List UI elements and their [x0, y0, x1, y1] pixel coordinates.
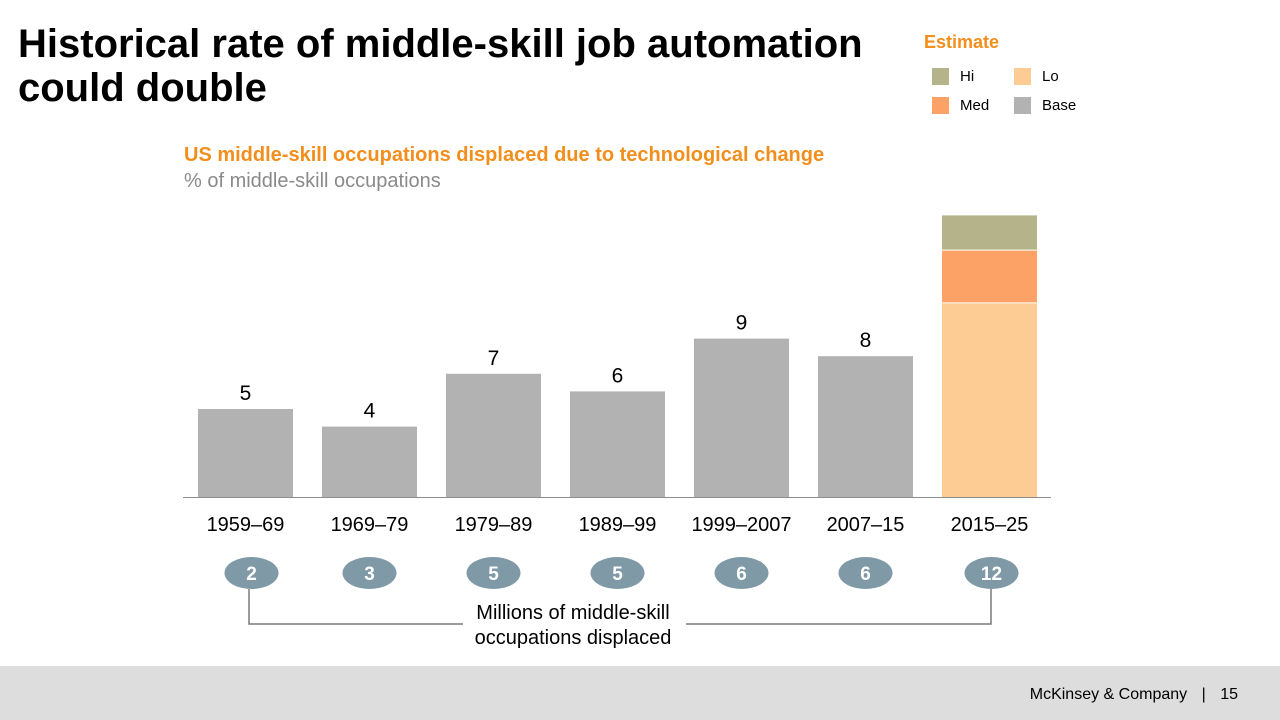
footer-company: McKinsey & Company — [1029, 686, 1188, 703]
displaced-value: 6 — [736, 564, 747, 585]
footer: McKinsey & Company | 15 — [0, 666, 1280, 720]
category-label: 1969–79 — [331, 514, 409, 536]
displaced-badge — [342, 557, 397, 589]
legend-swatch-med — [932, 97, 949, 114]
value-label: 9 — [736, 312, 748, 335]
chart-subtitle: % of middle-skill occupations — [184, 170, 441, 192]
footer-text: McKinsey & Company | 15 — [1030, 686, 1238, 704]
legend-swatch-lo — [1014, 68, 1031, 85]
value-label: 8 — [860, 329, 872, 352]
displaced-badge — [590, 557, 645, 589]
category-label: 2015–25 — [951, 514, 1029, 536]
displaced-badge — [224, 557, 279, 589]
category-label: 1989–99 — [579, 514, 657, 536]
bar-1959–69 — [198, 409, 293, 497]
displaced-label-line-1: Millions of middle-skill — [476, 602, 669, 624]
bar-2007–15 — [818, 356, 913, 497]
value-label: 4 — [364, 400, 376, 423]
legend-swatch-base — [1014, 97, 1031, 114]
bar-segment-med — [942, 250, 1037, 303]
category-label: 1959–69 — [207, 514, 285, 536]
displaced-badge — [838, 557, 893, 589]
legend-label-med: Med — [960, 97, 990, 114]
displaced-badge — [714, 557, 769, 589]
displaced-value: 2 — [246, 564, 257, 585]
bracket-right — [686, 589, 992, 625]
displaced-value: 12 — [981, 564, 1002, 585]
legend-title: Estimate — [924, 32, 1000, 52]
displaced-label-line-2: occupations displaced — [475, 627, 672, 649]
legend-item-base: Base — [1014, 97, 1076, 114]
bar-1969–79 — [322, 426, 417, 497]
displaced-value: 6 — [860, 564, 871, 585]
bar-1989–99 — [570, 391, 665, 497]
legend: Estimate Hi Lo Med Base — [924, 32, 1164, 132]
legend-item-med: Med — [932, 97, 989, 114]
legend-item-lo: Lo — [1014, 68, 1059, 85]
footer-separator: | — [1201, 686, 1206, 703]
bar-1979–89 — [446, 373, 541, 497]
page-number: 15 — [1220, 686, 1238, 703]
bar-segment-lo — [942, 303, 1037, 497]
legend-label-base: Base — [1042, 97, 1077, 114]
value-label: 6 — [612, 364, 624, 387]
displaced-badge — [466, 557, 521, 589]
displaced-value: 5 — [612, 564, 623, 585]
legend-item-hi: Hi — [932, 68, 974, 85]
displaced-badge — [964, 557, 1019, 589]
slide-title: Historical rate of middle-skill job auto… — [18, 22, 863, 110]
displaced-value: 3 — [364, 564, 375, 585]
legend-label-hi: Hi — [960, 68, 975, 85]
category-label: 1999–2007 — [691, 514, 791, 536]
legend-swatch-hi — [932, 68, 949, 85]
bar-chart: 5 1959–69 2 4 1969–79 3 7 1979–89 5 6 1989–99 5 9 199… — [183, 215, 1051, 649]
displaced-value: 5 — [488, 564, 499, 585]
bar-segment-hi — [942, 215, 1037, 250]
bar-1999–2007 — [694, 338, 789, 497]
chart-title: US middle-skill occupations displaced du… — [184, 144, 825, 166]
category-label: 2007–15 — [827, 514, 905, 536]
legend-label-lo: Lo — [1042, 68, 1059, 85]
value-label: 5 — [240, 382, 252, 405]
value-label: 7 — [488, 347, 500, 370]
bracket-left — [248, 589, 463, 625]
category-label: 1979–89 — [455, 514, 533, 536]
